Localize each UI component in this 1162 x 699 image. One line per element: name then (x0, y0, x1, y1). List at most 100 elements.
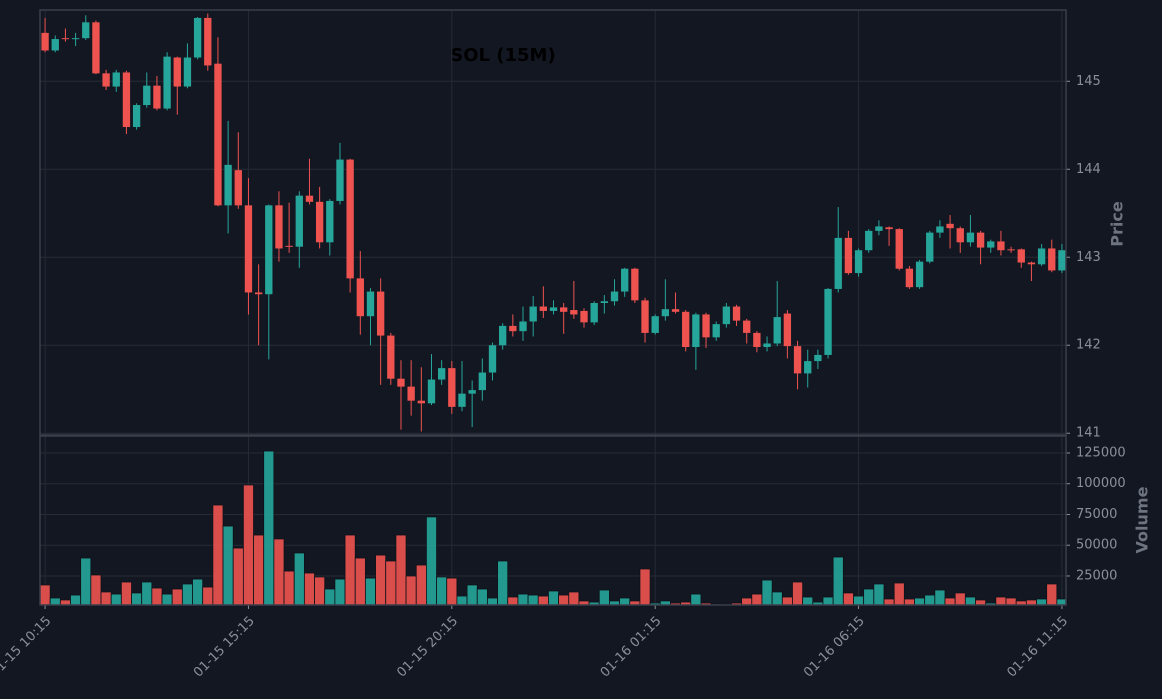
candle-body (407, 387, 414, 401)
candle-body (550, 307, 557, 311)
volume-tick-label: 125000 (1076, 445, 1126, 460)
volume-bar (284, 571, 294, 605)
candle-body (1038, 248, 1045, 264)
volume-bar (60, 600, 70, 605)
volume-bar (213, 505, 223, 605)
candle-body (346, 160, 353, 279)
volume-bar (548, 591, 558, 605)
volume-bar (437, 577, 447, 605)
volume-bar (498, 561, 508, 605)
candle-body (753, 333, 760, 347)
volume-bar (223, 526, 233, 605)
candle-body (174, 58, 181, 87)
candle-body (875, 226, 882, 230)
candle-body (357, 278, 364, 316)
volume-bar (193, 579, 203, 605)
candle-body (530, 307, 537, 322)
candle-body (662, 309, 669, 316)
volume-tick-label: 50000 (1076, 538, 1117, 553)
volume-bar (71, 595, 81, 605)
volume-bar (294, 553, 304, 605)
chart-title: SOL (15M) (450, 45, 555, 66)
y-tick-label: 142 (1076, 338, 1101, 353)
volume-bar (386, 561, 396, 605)
candle-body (896, 229, 903, 269)
volume-bar (538, 596, 548, 605)
volume-bar (742, 598, 752, 605)
volume-bar (335, 579, 345, 605)
candle-body (631, 269, 638, 301)
candle-body (306, 196, 313, 202)
candle-body (326, 201, 333, 242)
candle-body (316, 202, 323, 242)
volume-bar (853, 596, 863, 605)
candle-body (845, 238, 852, 273)
volume-bar (772, 592, 782, 605)
candle-body (489, 345, 496, 372)
candle-body (713, 324, 720, 337)
candle-body (458, 394, 465, 407)
candle-body (824, 289, 831, 355)
volume-bar (274, 539, 284, 605)
candle-body (52, 39, 59, 50)
candle-body (743, 321, 750, 333)
volume-bar (599, 590, 609, 605)
candle-body (672, 309, 679, 312)
candle-body (987, 241, 994, 247)
candle-body (519, 321, 526, 331)
volume-bar (121, 582, 131, 605)
candle-body (723, 307, 730, 325)
volume-bar (376, 555, 386, 605)
candle-body (814, 355, 821, 361)
volume-bar (40, 585, 50, 605)
candle-body (977, 233, 984, 248)
candle-body (428, 380, 435, 404)
candle-body (499, 326, 506, 345)
volume-bar (518, 594, 528, 605)
volume-bar (304, 573, 314, 605)
candle-body (611, 292, 618, 302)
volume-bar (1026, 600, 1036, 605)
volume-bar (264, 451, 274, 605)
volume-bar (111, 594, 121, 605)
candle-body (387, 336, 394, 379)
candle-body (936, 226, 943, 232)
candle-body (885, 227, 892, 229)
candle-body (580, 311, 587, 322)
candle-body (652, 316, 659, 333)
volume-bar (81, 558, 91, 605)
volume-bar (365, 578, 375, 605)
volume-bar (1047, 584, 1057, 605)
volume-bar (355, 558, 365, 605)
volume-bar (935, 590, 945, 605)
candle-body (92, 22, 99, 73)
candle-body (621, 269, 628, 292)
volume-bar (345, 535, 355, 605)
volume-bar (955, 593, 965, 605)
volume-bar (1006, 598, 1016, 605)
candle-body (1007, 249, 1014, 250)
y-tick-label: 144 (1076, 162, 1101, 177)
volume-bar (1037, 599, 1047, 605)
volume-bar (884, 599, 894, 605)
volume-bar (132, 593, 142, 605)
candle-body (641, 300, 648, 333)
volume-bar (233, 548, 243, 605)
volume-bar (874, 584, 884, 605)
candle-body (1018, 249, 1025, 262)
y-tick-label: 143 (1076, 250, 1101, 265)
candle-body (377, 292, 384, 336)
candle-body (448, 368, 455, 407)
volume-bar (152, 588, 162, 605)
candle-body (855, 250, 862, 273)
candle-body (692, 314, 699, 347)
volume-bar (182, 584, 192, 605)
volume-bar (976, 600, 986, 605)
volume-bar (762, 580, 772, 605)
volume-bar (569, 592, 579, 605)
volume-bar (325, 589, 335, 605)
volume-bar (477, 589, 487, 605)
candle-body (479, 373, 486, 391)
volume-tick-label: 100000 (1076, 476, 1126, 491)
candle-body (62, 38, 69, 39)
